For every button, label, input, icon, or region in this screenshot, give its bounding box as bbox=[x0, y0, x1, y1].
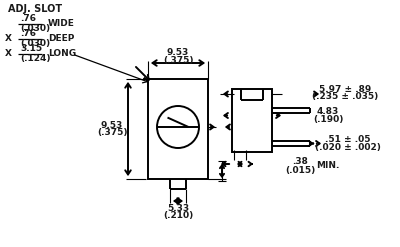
Text: 9.53: 9.53 bbox=[167, 48, 189, 58]
Text: ADJ. SLOT: ADJ. SLOT bbox=[8, 4, 62, 14]
Text: (.030): (.030) bbox=[20, 24, 50, 34]
Text: 3.15: 3.15 bbox=[20, 44, 42, 54]
Text: (.030): (.030) bbox=[20, 40, 50, 48]
Text: .51 ± .05: .51 ± .05 bbox=[325, 135, 371, 144]
Text: (.190): (.190) bbox=[313, 115, 343, 124]
Text: .76: .76 bbox=[20, 15, 36, 23]
Text: (.124): (.124) bbox=[20, 55, 50, 63]
Text: (.375): (.375) bbox=[97, 128, 127, 138]
Text: 4.83: 4.83 bbox=[317, 107, 339, 116]
Bar bbox=[148, 79, 208, 179]
Text: (.020 ± .002): (.020 ± .002) bbox=[315, 143, 381, 152]
Text: X: X bbox=[5, 49, 12, 59]
Text: (.375): (.375) bbox=[163, 56, 193, 64]
Text: .76: .76 bbox=[20, 29, 36, 39]
Text: 9.53: 9.53 bbox=[101, 121, 123, 129]
Text: X: X bbox=[5, 35, 12, 43]
Text: 5.97 ± .89: 5.97 ± .89 bbox=[319, 84, 371, 94]
Text: LONG: LONG bbox=[48, 49, 76, 59]
Text: (.015): (.015) bbox=[285, 165, 315, 174]
Text: .38: .38 bbox=[292, 158, 308, 166]
Text: (.210): (.210) bbox=[163, 210, 193, 220]
Text: MIN.: MIN. bbox=[316, 162, 340, 170]
Text: 5.33: 5.33 bbox=[167, 204, 189, 212]
Text: (.235 ± .035): (.235 ± .035) bbox=[312, 92, 378, 102]
Text: WIDE: WIDE bbox=[48, 20, 75, 28]
Bar bbox=[232, 89, 272, 152]
Text: DEEP: DEEP bbox=[48, 35, 74, 43]
